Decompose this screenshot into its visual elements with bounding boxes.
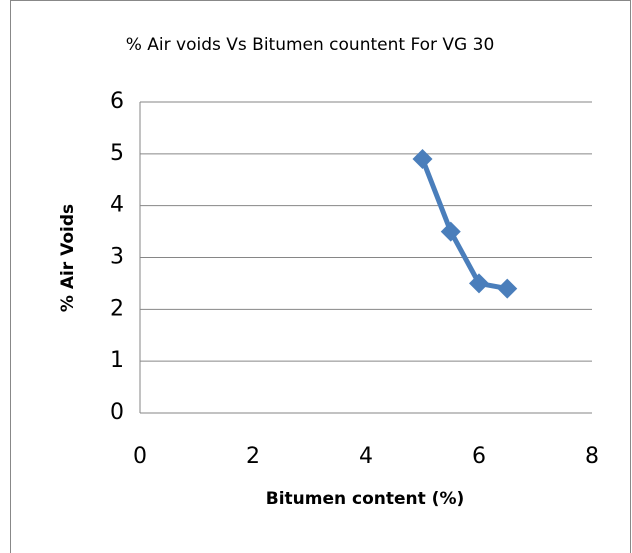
y-tick-label: 4 bbox=[110, 193, 124, 218]
y-axis-label: % Air Voids bbox=[58, 204, 78, 312]
y-tick-label: 3 bbox=[110, 245, 124, 270]
line bbox=[420, 158, 508, 292]
marker bbox=[497, 278, 518, 299]
y-tick-label: 1 bbox=[110, 348, 124, 373]
marker bbox=[412, 149, 433, 170]
x-tick-label: 6 bbox=[472, 444, 486, 469]
x-axis-label: Bitumen content (%) bbox=[266, 489, 465, 509]
x-tick-label: 0 bbox=[133, 444, 147, 469]
marker bbox=[469, 273, 489, 294]
chart-title: % Air voids Vs Bitumen countent For VG 3… bbox=[126, 35, 495, 55]
x-tick-label: 8 bbox=[585, 444, 599, 469]
y-tick-label: 2 bbox=[110, 296, 124, 321]
chart-border bbox=[10, 0, 631, 553]
y-tick-label: 6 bbox=[110, 89, 124, 114]
y-tick-label: 5 bbox=[110, 141, 124, 166]
x-tick-label: 4 bbox=[359, 444, 373, 469]
x-tick-label: 2 bbox=[246, 444, 260, 469]
marker bbox=[440, 221, 461, 242]
y-tick-label: 0 bbox=[110, 400, 124, 425]
